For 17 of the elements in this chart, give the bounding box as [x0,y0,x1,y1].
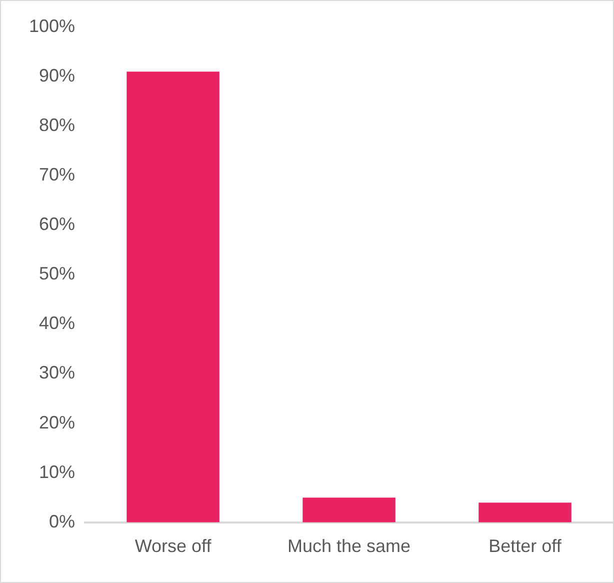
y-tick-label: 90% [39,66,76,86]
bar [126,72,220,522]
bar [478,502,572,522]
y-tick-label: 0% [49,511,76,532]
y-tick-label: 30% [39,362,76,383]
y-tick-label: 10% [39,462,76,482]
x-tick-label: Much the same [287,536,411,556]
y-tick-label: 80% [39,115,76,136]
y-tick-label: 100% [28,16,76,36]
y-tick-label: 20% [39,412,76,432]
x-tick-label: Better off [488,536,562,556]
x-tick-label: Worse off [134,536,212,556]
bar [302,498,396,522]
y-tick-label: 40% [39,313,76,334]
y-tick-label: 60% [39,214,76,234]
y-tick-label: 50% [39,264,76,284]
y-tick-label: 70% [39,164,76,185]
